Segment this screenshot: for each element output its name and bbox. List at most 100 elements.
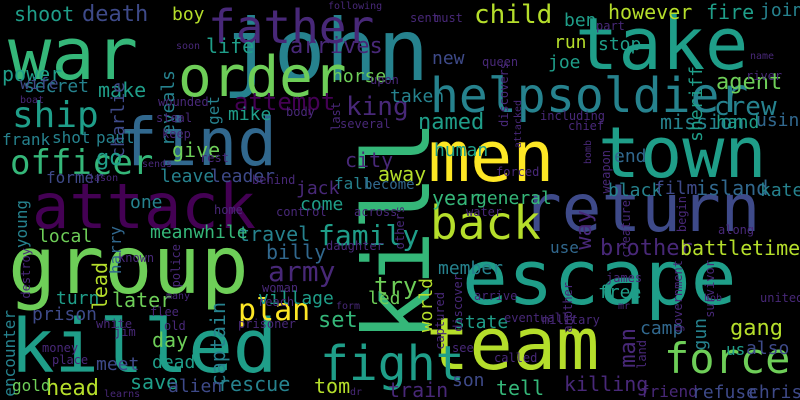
- word-boat: boat: [20, 95, 45, 106]
- word-led: led: [368, 288, 401, 309]
- word-come: come: [300, 194, 344, 215]
- word-place: place: [52, 353, 89, 367]
- word-united: united: [760, 291, 800, 305]
- word-killing: killing: [564, 372, 649, 396]
- word-alien: alien: [168, 376, 223, 397]
- word-train: train: [388, 378, 449, 400]
- word-soon: soon: [176, 41, 201, 52]
- word-state: state: [454, 312, 509, 333]
- word-several: several: [340, 117, 391, 131]
- word-discover: discover: [451, 274, 465, 332]
- word-friend: friend: [640, 382, 698, 400]
- word-member: member: [438, 258, 504, 279]
- word-child: child: [474, 0, 553, 30]
- word-king: king: [346, 92, 409, 122]
- word-town: town: [598, 112, 767, 194]
- word-queen: queen: [482, 55, 519, 69]
- word-flee: flee: [150, 305, 179, 319]
- word-human: human: [434, 140, 489, 161]
- word-young: young: [12, 200, 31, 249]
- word-escape: escape: [462, 233, 737, 322]
- word-camp: camp: [640, 318, 684, 339]
- word-form: form: [336, 301, 361, 312]
- word-attempt: attempt: [234, 88, 336, 116]
- word-name: name: [750, 51, 775, 62]
- word-kate: kate: [760, 180, 800, 201]
- word-white: white: [96, 317, 133, 331]
- word-wife: wife: [20, 74, 59, 93]
- word-called: called: [494, 351, 538, 365]
- word-turn: turn: [56, 288, 100, 309]
- word-sheriff: sheriff: [686, 66, 707, 142]
- word-back: back: [430, 196, 541, 250]
- word-wounded: wounded: [158, 95, 209, 109]
- word-another: another: [561, 282, 575, 333]
- word-land: land: [635, 340, 649, 369]
- word-prisoner: prisoner: [238, 317, 296, 331]
- word-father: father: [208, 0, 375, 54]
- word-begin: begin: [675, 196, 689, 233]
- word-home: home: [214, 203, 243, 217]
- word-government: government: [671, 260, 685, 333]
- word-meanwhile: meanwhile: [150, 222, 248, 243]
- word-tell: tell: [496, 376, 545, 400]
- word-free: free: [598, 282, 642, 303]
- word-give: give: [172, 138, 221, 162]
- word-arrive: arrive: [474, 289, 518, 303]
- word-travel: travel: [238, 222, 311, 246]
- word-power: power: [2, 62, 63, 86]
- word-death: death: [82, 2, 149, 27]
- word-son: son: [452, 370, 485, 391]
- word-later: later: [112, 288, 173, 312]
- word-former: former: [46, 168, 104, 187]
- word-fall: fall: [334, 174, 373, 193]
- word-steal: steal: [156, 111, 193, 125]
- word-tom: tom: [314, 374, 351, 398]
- word-sent: sent: [410, 11, 439, 25]
- word-weapon: weapon: [599, 150, 613, 194]
- word-part: part: [596, 19, 625, 33]
- word-mr: mr: [618, 301, 631, 312]
- word-try: try: [374, 272, 418, 300]
- word-including: including: [540, 109, 606, 123]
- word-rest: rest: [200, 151, 229, 165]
- word-gang: gang: [730, 316, 783, 341]
- word-boy: boy: [172, 4, 205, 25]
- word-fight: fight: [320, 336, 465, 392]
- word-across: across: [354, 205, 398, 219]
- word-team: team: [426, 302, 600, 386]
- word-chris: chris: [748, 382, 800, 400]
- word-set: set: [318, 308, 358, 333]
- word-agent: agent: [716, 70, 783, 95]
- word-force: force: [664, 334, 791, 383]
- word-john: john: [222, 1, 430, 101]
- word-ship: ship: [12, 95, 99, 136]
- word-head: head: [46, 376, 99, 400]
- word-island: island: [696, 176, 769, 200]
- word-daughter: daughter: [326, 239, 384, 253]
- word-plan: plan: [238, 293, 311, 328]
- word-city: city: [345, 148, 394, 172]
- word-brother: brother: [600, 236, 693, 261]
- word-new: new: [432, 48, 465, 69]
- word-film: film: [654, 178, 698, 199]
- word-others: others: [393, 206, 407, 250]
- word-captured: captured: [433, 292, 447, 350]
- word-horse: horse: [332, 66, 387, 87]
- word-shot: shot: [52, 128, 91, 147]
- word-officer: officer: [10, 143, 154, 183]
- word-one: one: [130, 192, 163, 213]
- word-learns: learns: [104, 389, 141, 400]
- word-james: james: [606, 271, 643, 285]
- word-go: go: [96, 146, 123, 171]
- word-must: must: [434, 11, 463, 25]
- word-take: take: [575, 2, 749, 86]
- word-return: return: [522, 170, 761, 247]
- word-gold: gold: [12, 376, 51, 395]
- word-woman: woman: [262, 281, 299, 295]
- word-paul: paul: [96, 128, 135, 147]
- word-us: us: [726, 340, 746, 359]
- word-chief: chief: [568, 119, 605, 133]
- word-eventually: eventually: [504, 311, 577, 325]
